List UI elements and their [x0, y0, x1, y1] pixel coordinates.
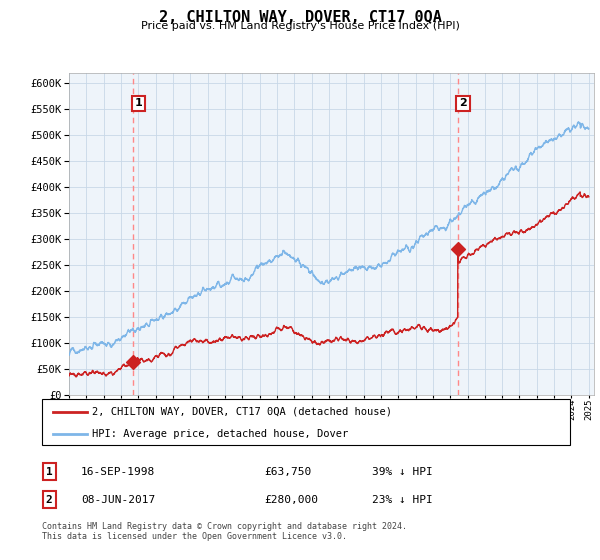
Text: HPI: Average price, detached house, Dover: HPI: Average price, detached house, Dove…	[92, 429, 349, 438]
Text: Price paid vs. HM Land Registry's House Price Index (HPI): Price paid vs. HM Land Registry's House …	[140, 21, 460, 31]
Point	[453, 245, 463, 254]
Text: 23% ↓ HPI: 23% ↓ HPI	[372, 494, 433, 505]
Text: £280,000: £280,000	[264, 494, 318, 505]
Text: 1: 1	[135, 99, 143, 109]
Text: £63,750: £63,750	[264, 466, 311, 477]
Text: 1: 1	[46, 466, 53, 477]
Text: 2: 2	[46, 494, 53, 505]
Text: 2: 2	[459, 99, 467, 109]
Text: 08-JUN-2017: 08-JUN-2017	[81, 494, 155, 505]
Text: Contains HM Land Registry data © Crown copyright and database right 2024.
This d: Contains HM Land Registry data © Crown c…	[42, 522, 407, 542]
Point	[128, 357, 138, 366]
Text: 2, CHILTON WAY, DOVER, CT17 0QA (detached house): 2, CHILTON WAY, DOVER, CT17 0QA (detache…	[92, 407, 392, 417]
Text: 2, CHILTON WAY, DOVER, CT17 0QA: 2, CHILTON WAY, DOVER, CT17 0QA	[158, 10, 442, 25]
FancyBboxPatch shape	[42, 399, 570, 445]
Text: 16-SEP-1998: 16-SEP-1998	[81, 466, 155, 477]
Text: 39% ↓ HPI: 39% ↓ HPI	[372, 466, 433, 477]
